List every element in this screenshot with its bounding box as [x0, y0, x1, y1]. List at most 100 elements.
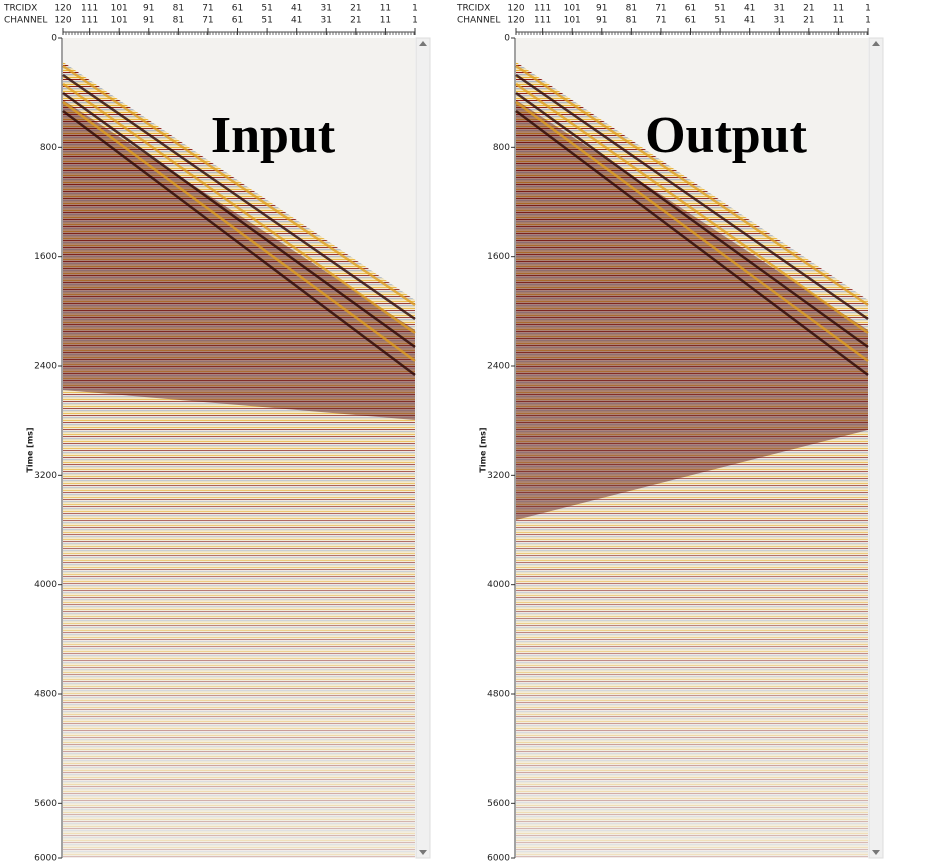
channel-tick-label: 31	[774, 16, 785, 26]
time-tick-label: 6000	[34, 854, 57, 863]
channel-tick-label: 91	[143, 16, 154, 26]
scroll-up[interactable]	[419, 41, 427, 46]
trace-index-tick-label: 1	[412, 4, 418, 14]
trace-index-tick-label: 71	[202, 4, 213, 14]
trace-index-tick-label: 31	[321, 4, 332, 14]
first-arrival	[515, 91, 869, 349]
channel-tick-label: 71	[202, 16, 213, 26]
trace-index-tick-label: 51	[261, 4, 272, 14]
strong-energy	[63, 100, 415, 420]
time-tick-label: 0	[51, 34, 57, 44]
channel-tick-label: 41	[291, 16, 302, 26]
first-arrival	[62, 110, 416, 376]
time-tick-label: 6000	[487, 854, 510, 863]
first-arrival	[515, 82, 869, 335]
trace-index-tick-label: 111	[534, 4, 551, 14]
seismic-panel: TRCIDXCHANNEL120120111111101101919181817…	[456, 4, 884, 863]
trace-index-tick-label: 81	[173, 4, 184, 14]
trace-index-tick-label: 11	[380, 4, 391, 14]
channel-tick-label: 11	[380, 16, 391, 26]
channel-tick-label: 21	[350, 16, 361, 26]
channel-tick-label: 111	[81, 16, 98, 26]
trace-index-tick-label: 111	[81, 4, 98, 14]
channel-tick-label: 120	[507, 16, 524, 26]
first-arrival	[62, 82, 416, 335]
time-axis-label: Time [ms]	[26, 427, 35, 472]
time-tick-label: 800	[40, 143, 57, 153]
first-arrival	[62, 73, 416, 321]
time-tick-label: 2400	[34, 362, 57, 372]
trace-index-tick-label: 21	[803, 4, 814, 14]
trace-index-tick-label: 101	[564, 4, 581, 14]
channel-tick-label: 1	[412, 16, 418, 26]
trace-index-tick-label: 11	[833, 4, 844, 14]
trace-index-tick-label: 41	[291, 4, 302, 14]
trace-index-tick-label: 41	[744, 4, 755, 14]
panel-title: Input	[211, 107, 336, 164]
first-arrival	[515, 110, 869, 376]
scrollbar[interactable]	[868, 37, 884, 859]
time-tick-label: 4800	[487, 690, 510, 700]
channel-tick-label: 41	[744, 16, 755, 26]
channel-tick-label: 91	[596, 16, 607, 26]
channel-tick-label: 51	[261, 16, 272, 26]
trace-index-tick-label: 61	[232, 4, 243, 14]
scrollbar[interactable]	[415, 37, 431, 859]
first-arrival	[515, 73, 869, 321]
channel-tick-label: 11	[833, 16, 844, 26]
trace-index-tick-label: 51	[714, 4, 725, 14]
trace-index-tick-label: 1	[865, 4, 871, 14]
first-arrival	[515, 100, 869, 363]
first-arrival	[62, 91, 416, 349]
scroll-down[interactable]	[872, 850, 880, 855]
time-tick-label: 4000	[34, 580, 57, 590]
seismic-traces	[63, 62, 415, 858]
channel-tick-label: 120	[54, 16, 71, 26]
channel-tick-label: 81	[173, 16, 184, 26]
channel-tick-label: 101	[111, 16, 128, 26]
trace-index-tick-label: 61	[685, 4, 696, 14]
first-arrival	[62, 64, 416, 307]
time-tick-label: 4800	[34, 690, 57, 700]
channel-tick-label: 21	[803, 16, 814, 26]
time-axis-label: Time [ms]	[479, 427, 488, 472]
scroll-up[interactable]	[872, 41, 880, 46]
channel-tick-label: 51	[714, 16, 725, 26]
trace-index-tick-label: 91	[596, 4, 607, 14]
trace-index-tick-label: 120	[54, 4, 71, 14]
channel-label: CHANNEL	[4, 16, 47, 26]
time-tick-label: 4000	[487, 580, 510, 590]
first-arrival	[62, 100, 416, 363]
time-tick-label: 3200	[34, 471, 57, 481]
seismic-panel: TRCIDXCHANNEL120120111111101101919181817…	[3, 4, 431, 863]
trace-index-tick-label: 81	[626, 4, 637, 14]
channel-tick-label: 61	[685, 16, 696, 26]
channel-tick-label: 101	[564, 16, 581, 26]
panel-title: Output	[645, 107, 808, 164]
channel-tick-label: 31	[321, 16, 332, 26]
time-tick-label: 1600	[487, 252, 510, 262]
trace-index-label: TRCIDX	[456, 4, 490, 14]
trace-index-tick-label: 71	[655, 4, 666, 14]
channel-tick-label: 81	[626, 16, 637, 26]
trace-index-tick-label: 91	[143, 4, 154, 14]
channel-tick-label: 71	[655, 16, 666, 26]
time-tick-label: 0	[504, 34, 510, 44]
trace-index-label: TRCIDX	[3, 4, 37, 14]
seismic-traces	[516, 62, 868, 858]
channel-label: CHANNEL	[457, 16, 500, 26]
scroll-down[interactable]	[419, 850, 427, 855]
strong-energy	[516, 100, 868, 520]
time-tick-label: 5600	[487, 799, 510, 809]
time-tick-label: 5600	[34, 799, 57, 809]
channel-tick-label: 1	[865, 16, 871, 26]
trace-index-tick-label: 21	[350, 4, 361, 14]
trace-index-tick-label: 101	[111, 4, 128, 14]
channel-tick-label: 111	[534, 16, 551, 26]
time-tick-label: 800	[493, 143, 510, 153]
time-tick-label: 2400	[487, 362, 510, 372]
trace-index-tick-label: 31	[774, 4, 785, 14]
trace-index-tick-label: 120	[507, 4, 524, 14]
time-tick-label: 3200	[487, 471, 510, 481]
